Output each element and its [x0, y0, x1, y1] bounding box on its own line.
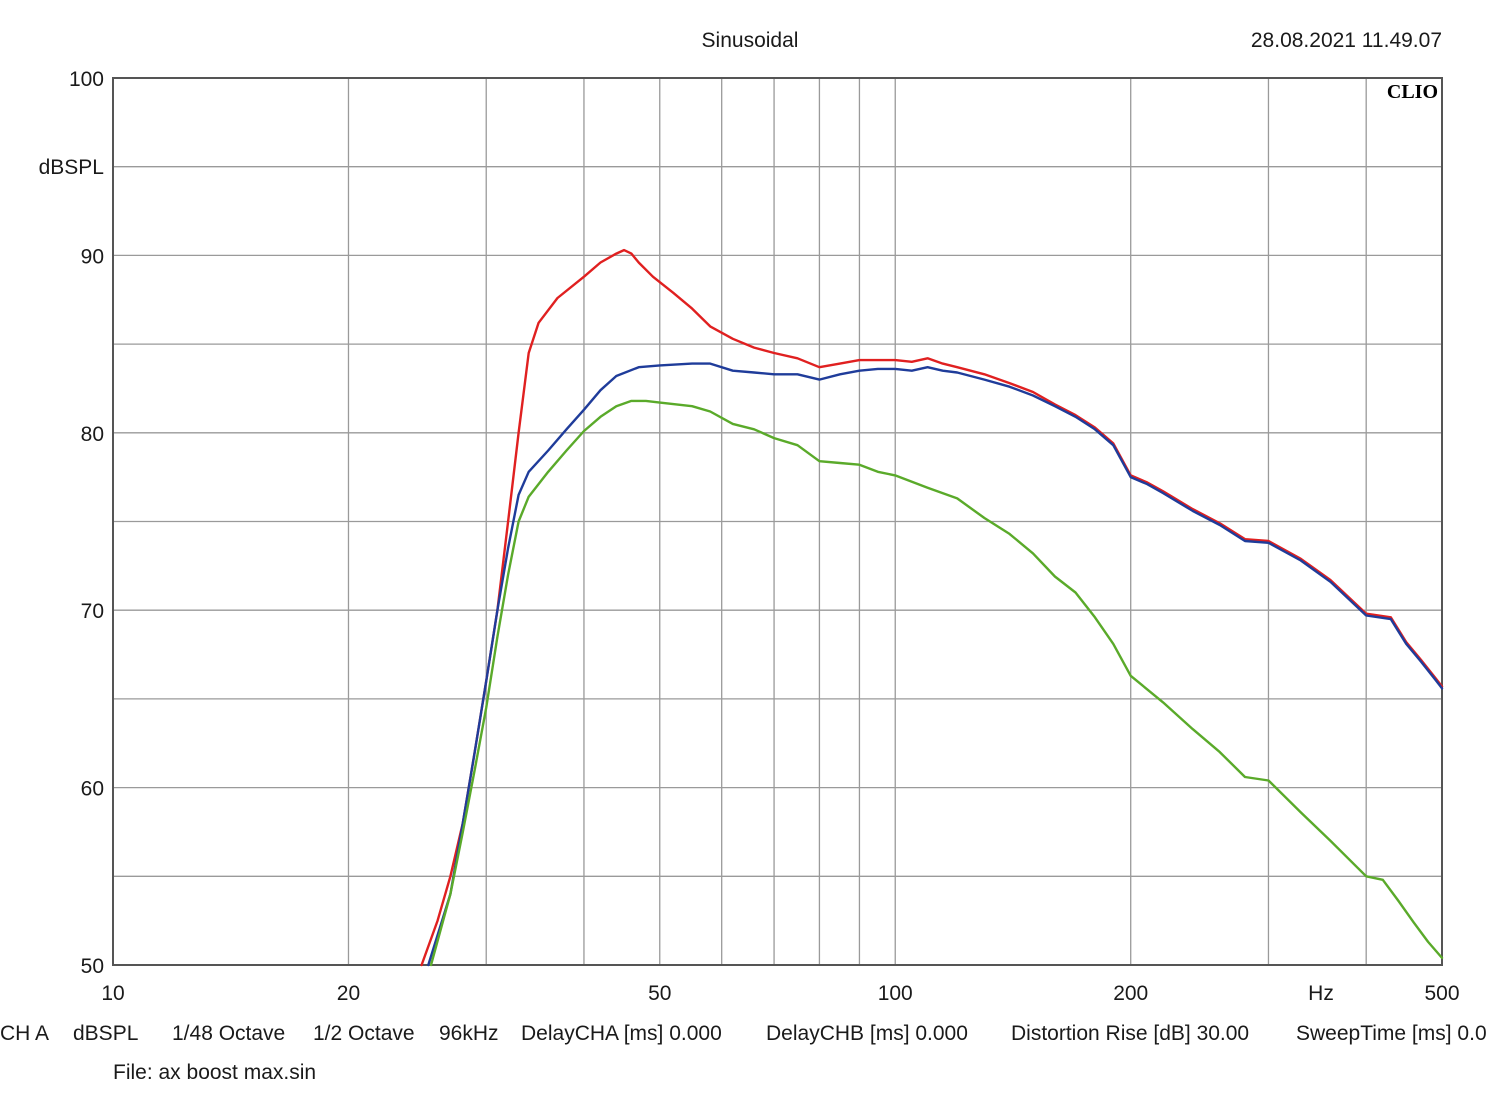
x-tick-label: 50	[648, 982, 671, 1005]
y-tick-labels: 50 60 70 80 90 100	[69, 68, 104, 978]
series-line-2	[429, 399, 1444, 967]
timestamp: 28.08.2021 11.49.07	[1251, 29, 1442, 52]
y-tick-label: 60	[81, 778, 104, 801]
grid-lines	[112, 77, 1443, 966]
clio-logo: CLIO	[1387, 81, 1438, 103]
x-tick-label: 10	[101, 982, 124, 1005]
data-series	[420, 248, 1444, 967]
y-tick-label: 80	[81, 423, 104, 446]
setting-delay-cha: DelayCHA [ms] 0.000	[521, 1022, 722, 1045]
series-line-1	[427, 362, 1444, 967]
setting-sweep-time: SweepTime [ms] 0.0	[1296, 1022, 1487, 1045]
setting-smoothing: 1/48 Octave	[172, 1022, 285, 1045]
x-tick-label: 20	[337, 982, 360, 1005]
y-tick-label: 50	[81, 955, 104, 978]
setting-units: dBSPL	[73, 1022, 138, 1045]
measurement-settings: CH A dBSPL 1/48 Octave 1/2 Octave 96kHz …	[0, 1022, 1487, 1045]
file-name: File: ax boost max.sin	[113, 1061, 316, 1084]
setting-channel: CH A	[0, 1022, 49, 1045]
y-axis-unit-label: dBSPL	[39, 156, 104, 179]
y-tick-label: 90	[81, 245, 104, 268]
setting-resolution: 1/2 Octave	[313, 1022, 415, 1045]
chart-title: Sinusoidal	[702, 29, 799, 52]
setting-delay-chb: DelayCHB [ms] 0.000	[766, 1022, 968, 1045]
x-axis-unit-label: Hz	[1308, 982, 1334, 1005]
series-line-0	[420, 248, 1444, 967]
setting-sample-rate: 96kHz	[439, 1022, 499, 1045]
x-tick-label: 500	[1424, 982, 1459, 1005]
plot-frame	[112, 77, 1443, 966]
y-tick-label: 100	[69, 68, 104, 91]
x-tick-label: 200	[1113, 982, 1148, 1005]
y-tick-label: 70	[81, 600, 104, 623]
x-tick-label: 100	[878, 982, 913, 1005]
setting-distortion-rise: Distortion Rise [dB] 30.00	[1011, 1022, 1249, 1045]
x-tick-labels: 10 20 50 100 200 500	[101, 982, 1459, 1005]
